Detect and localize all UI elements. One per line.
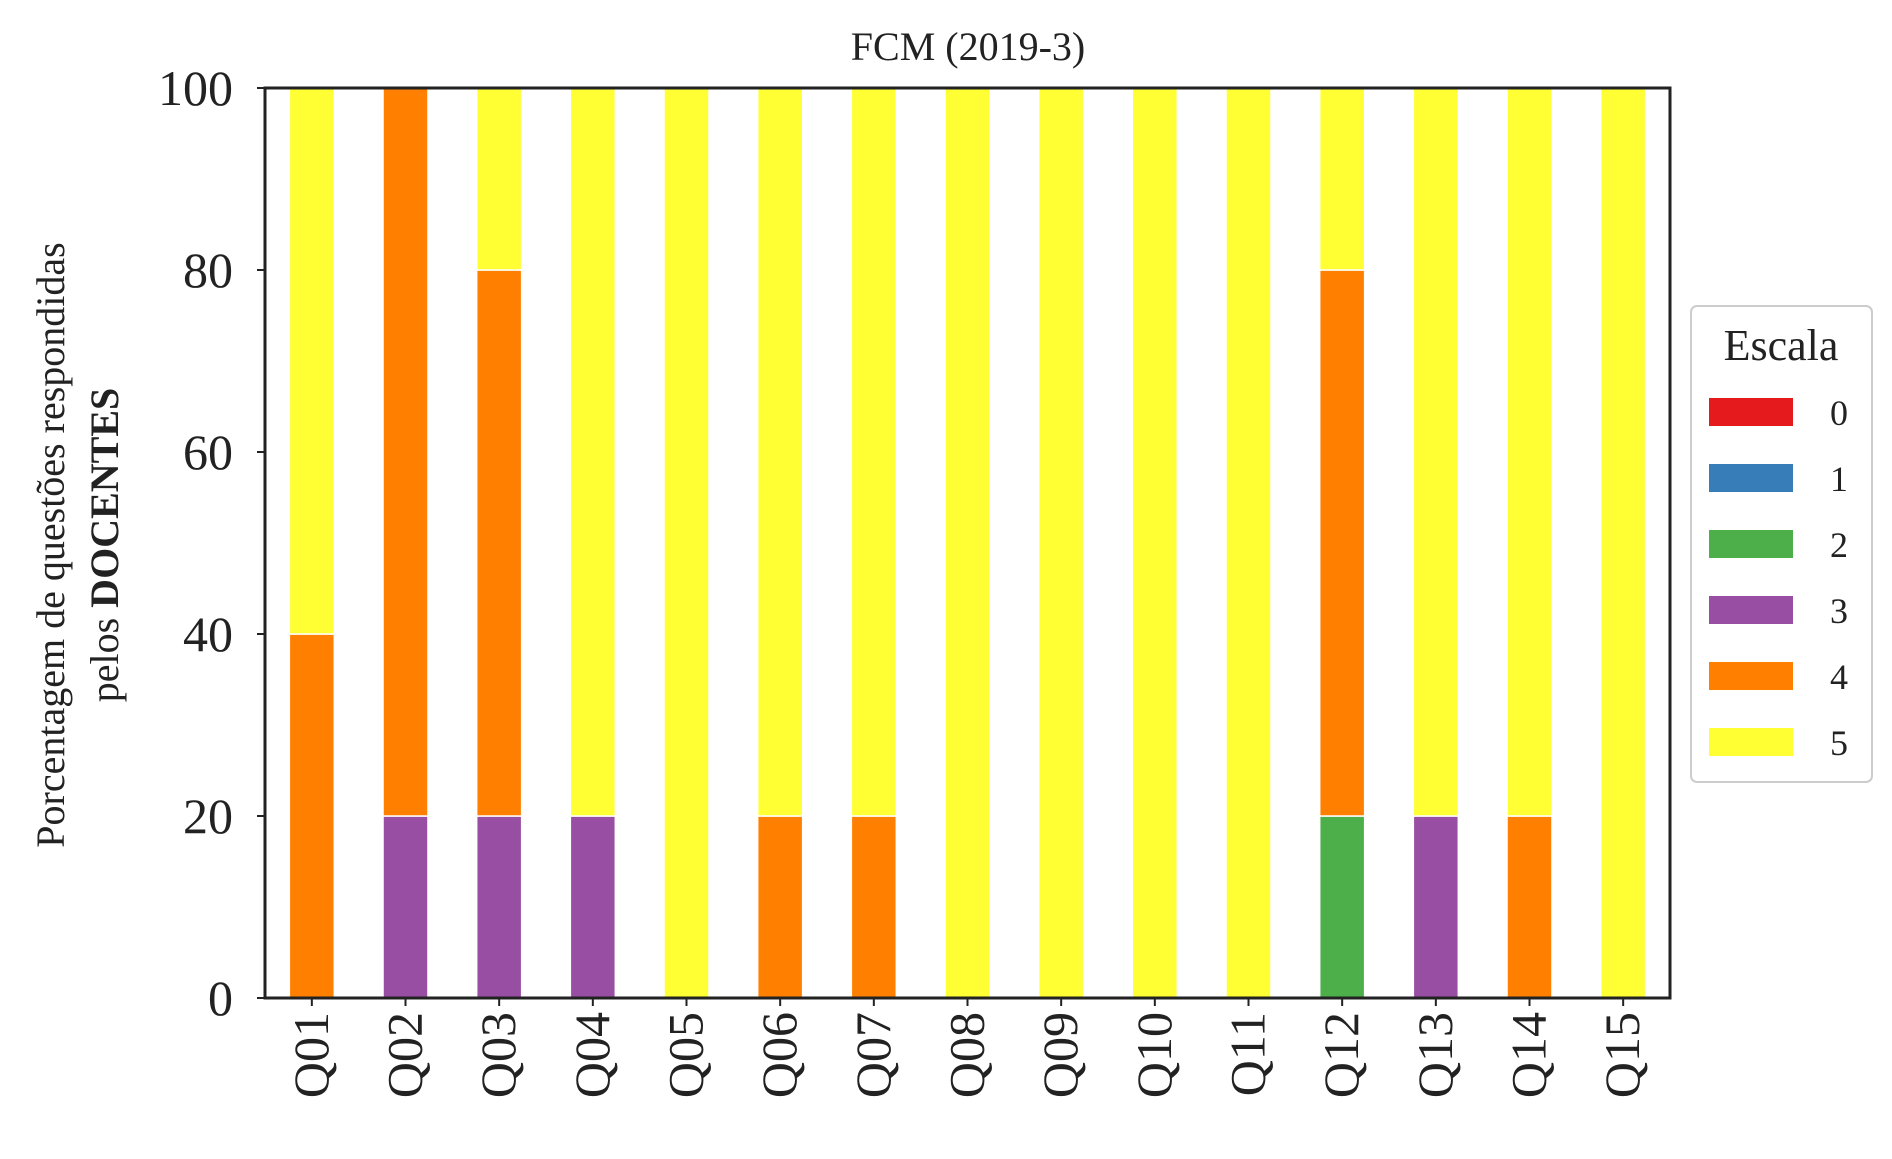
y-axis-label-line2: pelos DOCENTES: [82, 388, 127, 703]
x-tick-label-q12: Q12: [1313, 1012, 1369, 1098]
bar-segment-q12-scale-2: [1318, 815, 1366, 999]
bar-segment-q07-scale-5: [850, 87, 898, 817]
chart-title: FCM (2019-3): [851, 24, 1085, 69]
legend-swatch-5: [1709, 728, 1793, 756]
bar-segment-q03-scale-3: [475, 815, 523, 999]
y-axis-label-bold: DOCENTES: [82, 388, 127, 608]
y-tick-label-0: 0: [208, 970, 233, 1026]
bar-segment-q08-scale-5: [944, 87, 991, 999]
y-tick-label-20: 20: [183, 788, 233, 844]
bar-segment-q14-scale-4: [1506, 815, 1553, 999]
bar-segment-q13-scale-5: [1412, 87, 1460, 817]
y-tick-label-100: 100: [158, 60, 233, 116]
bar-segment-q01-scale-5: [288, 87, 336, 635]
bar-segment-q14-scale-5: [1506, 87, 1553, 817]
bar-segment-q02-scale-4: [382, 87, 429, 817]
x-tick-label-q06: Q06: [751, 1012, 807, 1098]
bar-segment-q12-scale-5: [1318, 87, 1366, 271]
bar-segment-q13-scale-3: [1412, 815, 1460, 999]
x-tick-label-q01: Q01: [283, 1012, 339, 1098]
bar-segment-q06-scale-5: [756, 87, 804, 817]
bar-segment-q05-scale-5: [663, 87, 710, 999]
y-ticks: 0 20 40 60 80 100: [158, 60, 265, 1026]
legend-label-0: 0: [1830, 393, 1848, 433]
legend: Escala 0 1 2 3 4 5: [1690, 305, 1873, 783]
x-tick-label-q08: Q08: [939, 1012, 995, 1098]
legend-swatch-3: [1709, 596, 1793, 624]
legend-swatch-2: [1709, 530, 1793, 558]
bar-segment-q03-scale-4: [475, 269, 523, 817]
plot-frame: [263, 86, 1672, 1000]
legend-items: 0 1 2 3 4 5: [1709, 393, 1848, 763]
legend-swatch-1: [1709, 464, 1793, 492]
x-tick-label-q10: Q10: [1126, 1012, 1182, 1098]
bar-segment-q06-scale-4: [756, 815, 804, 999]
x-tick-label-q09: Q09: [1032, 1012, 1088, 1098]
bar-segment-q01-scale-4: [288, 633, 336, 999]
legend-swatch-4: [1709, 662, 1793, 690]
y-axis-label-prefix: pelos: [82, 608, 127, 702]
bar-segment-q04-scale-3: [569, 815, 617, 999]
y-axis-label: Porcentagem de questões respondidas: [28, 242, 73, 847]
x-ticks: Q01 Q02 Q03 Q04 Q05 Q06 Q07 Q08 Q09 Q10 Q11 Q12 Q13 Q…: [283, 998, 1650, 1098]
bar-segment-q11-scale-5: [1225, 87, 1272, 999]
bar-segment-q04-scale-5: [569, 87, 617, 817]
x-tick-label-q15: Q15: [1594, 1012, 1650, 1098]
legend-label-3: 3: [1830, 591, 1848, 631]
legend-title: Escala: [1724, 321, 1839, 370]
bar-segment-q03-scale-5: [475, 87, 523, 271]
legend-label-1: 1: [1830, 459, 1848, 499]
y-tick-label-80: 80: [183, 242, 233, 298]
bar-segment-q10-scale-5: [1131, 87, 1179, 999]
x-tick-label-q04: Q04: [564, 1012, 620, 1098]
legend-label-5: 5: [1830, 723, 1848, 763]
y-tick-label-40: 40: [183, 606, 233, 662]
y-axis-label-line1: Porcentagem de questões respondidas: [28, 242, 73, 847]
bar-segment-q02-scale-3: [382, 815, 429, 999]
bar-segment-q15-scale-5: [1599, 87, 1647, 999]
x-tick-label-q05: Q05: [658, 1012, 714, 1098]
x-tick-label-q07: Q07: [845, 1012, 901, 1098]
x-tick-label-q13: Q13: [1407, 1012, 1463, 1098]
y-tick-label-60: 60: [183, 424, 233, 480]
bar-segment-q12-scale-4: [1318, 269, 1366, 817]
x-tick-label-q14: Q14: [1501, 1012, 1557, 1098]
bars-group: [288, 87, 1647, 999]
bar-segment-q09-scale-5: [1037, 87, 1085, 999]
legend-label-2: 2: [1830, 525, 1848, 565]
x-tick-label-q02: Q02: [377, 1012, 433, 1098]
x-tick-label-q11: Q11: [1220, 1012, 1276, 1096]
legend-label-4: 4: [1830, 657, 1848, 697]
legend-swatch-0: [1709, 398, 1793, 426]
bar-segment-q07-scale-4: [850, 815, 898, 999]
x-tick-label-q03: Q03: [470, 1012, 526, 1098]
